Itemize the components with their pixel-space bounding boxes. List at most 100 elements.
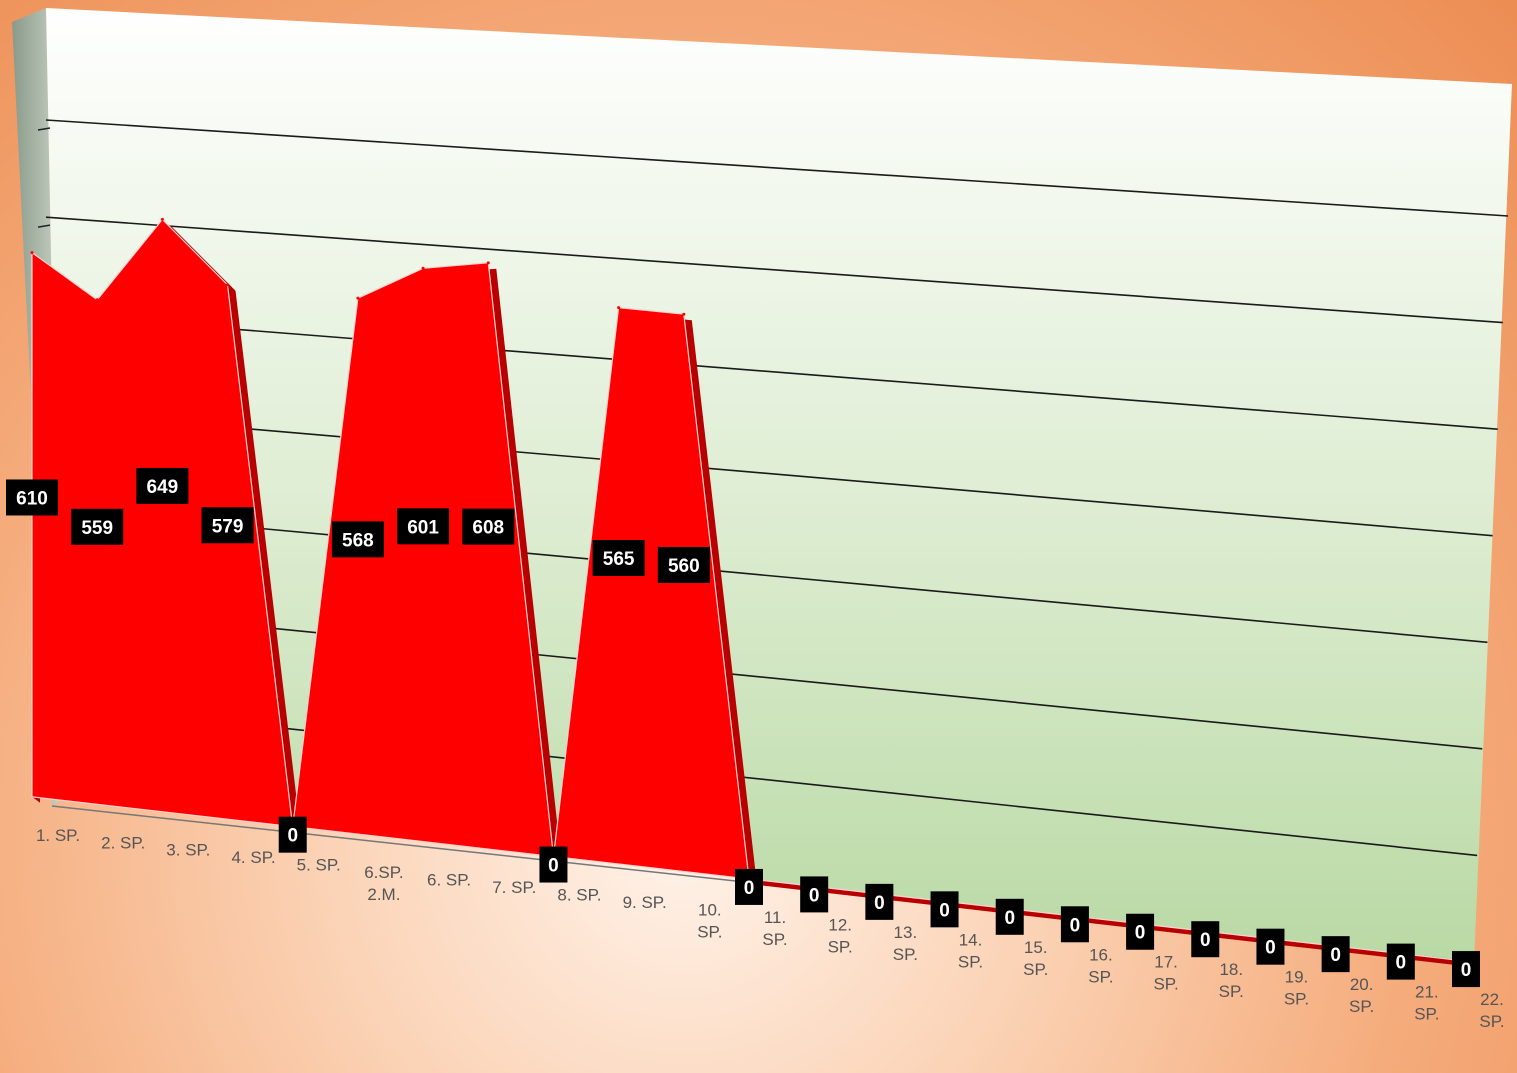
- data-label-box: [995, 898, 1024, 935]
- data-label-5: 0: [278, 816, 307, 853]
- data-label-22: 0: [1386, 943, 1415, 980]
- data-label-box: [1452, 951, 1480, 988]
- data-label-20: 0: [1256, 928, 1285, 965]
- category-label-12: 11. SP.: [762, 908, 787, 949]
- data-label-text: 0: [1330, 945, 1341, 966]
- data-label-text: 649: [147, 477, 179, 498]
- data-label-23: 0: [1452, 951, 1480, 988]
- data-label-8: 608: [462, 508, 515, 545]
- category-label-1: 1. SP.: [36, 826, 80, 845]
- data-label-box: [592, 539, 645, 576]
- data-point-8: [486, 261, 490, 265]
- data-label-16: 0: [995, 898, 1024, 935]
- data-label-box: [1386, 943, 1415, 980]
- data-label-6: 568: [331, 521, 384, 558]
- category-label-3: 3. SP.: [166, 841, 210, 860]
- data-label-7: 601: [397, 508, 450, 545]
- category-label-22: 21. SP.: [1414, 983, 1439, 1024]
- data-label-17: 0: [1060, 906, 1089, 943]
- data-point-11: [682, 312, 686, 316]
- data-label-19: 0: [1191, 921, 1220, 958]
- gridline: [45, 604, 1483, 750]
- data-label-box: [71, 508, 124, 545]
- data-label-text: 568: [342, 530, 374, 551]
- data-label-box: [462, 508, 515, 545]
- data-point-10: [617, 306, 621, 310]
- data-label-text: 579: [212, 516, 244, 537]
- data-label-18: 0: [1126, 913, 1155, 950]
- category-label-6: 6.SP. 2.M.: [364, 863, 403, 904]
- data-label-box: [201, 507, 254, 544]
- gridline: [45, 313, 1498, 430]
- category-label-20: 19. SP.: [1284, 968, 1309, 1009]
- category-label-7: 6. SP.: [427, 871, 471, 890]
- data-label-12: 0: [735, 868, 763, 905]
- data-label-text: 0: [1200, 930, 1211, 951]
- data-label-box: [1256, 928, 1285, 965]
- category-label-21: 20. SP.: [1349, 975, 1374, 1016]
- category-label-9: 8. SP.: [557, 886, 601, 905]
- category-label-15: 14. SP.: [958, 930, 983, 971]
- data-label-text: 0: [1461, 960, 1472, 981]
- data-label-4: 579: [201, 507, 254, 544]
- data-label-box: [735, 868, 763, 905]
- category-label-16: 15. SP.: [1023, 938, 1048, 979]
- category-label-5: 5. SP.: [297, 856, 341, 875]
- data-label-text: 601: [407, 517, 439, 538]
- y-tick: [37, 224, 51, 228]
- data-label-text: 0: [548, 856, 559, 877]
- category-label-18: 17. SP.: [1153, 953, 1178, 994]
- data-label-box: [800, 876, 829, 913]
- data-point-1: [30, 251, 34, 255]
- category-label-4: 4. SP.: [231, 848, 275, 867]
- data-label-box: [397, 508, 450, 545]
- category-axis: 1. SP. 2. SP. 3. SP. 4. SP. 5. SP. 6.SP. 2.M. 6…: [36, 826, 1505, 1031]
- data-label-box: [136, 467, 189, 504]
- data-label-box: [1191, 921, 1220, 958]
- data-point-3: [160, 217, 164, 221]
- gridline: [45, 119, 1509, 217]
- data-label-text: 0: [1070, 915, 1081, 936]
- data-label-text: 0: [744, 878, 755, 899]
- data-label-box: [865, 883, 894, 920]
- data-label-box: [1321, 936, 1350, 973]
- gridline: [45, 216, 1503, 324]
- data-label-2: 559: [71, 508, 124, 545]
- gridline: [45, 507, 1488, 644]
- data-label-15: 0: [930, 891, 959, 928]
- data-label-13: 0: [800, 876, 829, 913]
- data-label-box: [1060, 906, 1089, 943]
- data-label-text: 0: [874, 893, 885, 914]
- category-label-11: 10. SP.: [697, 900, 722, 941]
- data-label-box: [331, 521, 384, 558]
- data-label-box: [278, 816, 307, 853]
- data-point-6: [356, 296, 360, 300]
- data-label-text: 0: [1396, 953, 1407, 974]
- data-label-text: 560: [668, 556, 700, 577]
- gridline: [45, 410, 1493, 537]
- data-label-text: 0: [939, 900, 950, 921]
- y-tick: [37, 127, 51, 131]
- data-label-text: 0: [287, 826, 298, 847]
- category-label-10: 9. SP.: [623, 893, 667, 912]
- data-point-2: [95, 298, 99, 302]
- data-labels: 610 559 649 579 0 568 601 608 0 565 560 0 0 0 0 0 0 0 0 0 0 0…: [6, 467, 1480, 988]
- data-label-10: 565: [592, 539, 645, 576]
- category-label-19: 18. SP.: [1219, 960, 1244, 1001]
- data-label-14: 0: [865, 883, 894, 920]
- category-label-8: 7. SP.: [492, 878, 536, 897]
- data-label-3: 649: [136, 467, 189, 504]
- data-label-1: 610: [6, 479, 58, 516]
- data-label-text: 608: [472, 518, 504, 539]
- data-label-box: [657, 546, 710, 583]
- data-label-21: 0: [1321, 936, 1350, 973]
- data-label-text: 0: [1004, 908, 1015, 929]
- data-point-7: [421, 266, 425, 270]
- data-label-text: 559: [81, 518, 113, 539]
- category-label-23: 22. SP.: [1479, 990, 1504, 1031]
- data-point-4: [226, 283, 230, 287]
- data-label-box: [539, 846, 568, 883]
- category-label-17: 16. SP.: [1088, 945, 1113, 986]
- data-label-box: [1126, 913, 1155, 950]
